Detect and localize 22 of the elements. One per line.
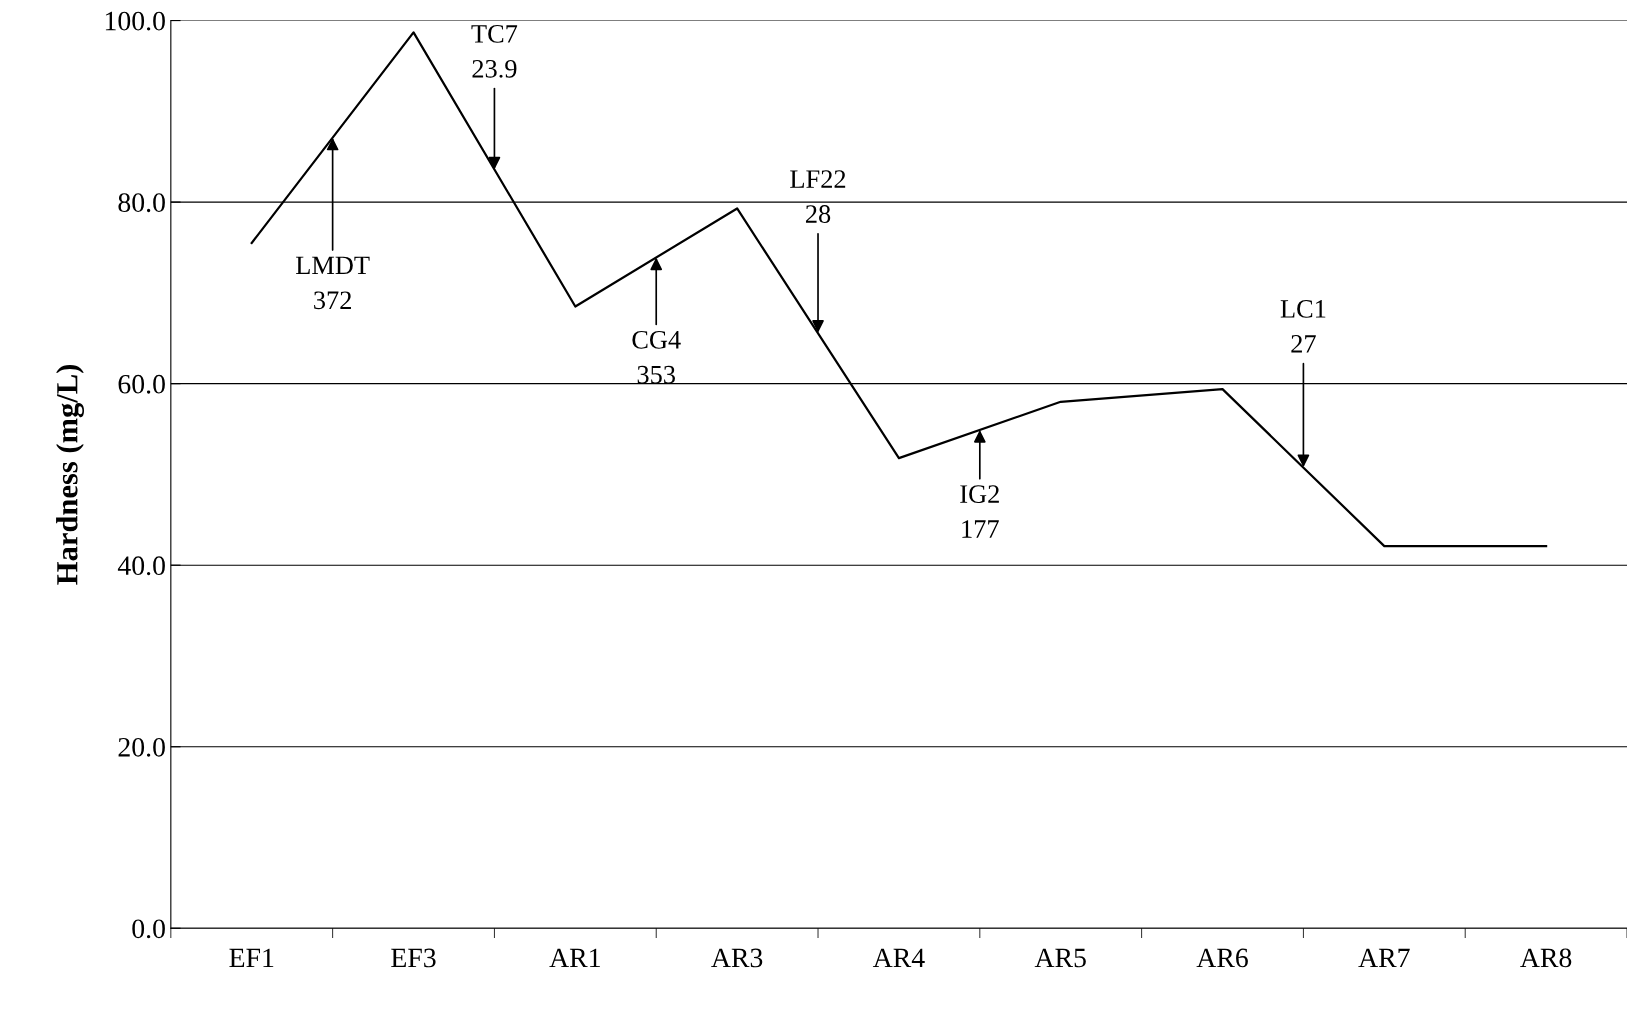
x-tick-label: EF3 — [391, 948, 436, 968]
annotation: LMDT 372 — [296, 256, 370, 310]
x-tick-label: AR1 — [549, 948, 600, 967]
y-tick-label: 100.0 — [105, 11, 165, 31]
x-tick-label: AR4 — [872, 948, 925, 967]
annotation: LF22 28 — [790, 170, 846, 223]
x-tick-label: AR8 — [1520, 948, 1572, 968]
y-tick-label: 80.0 — [118, 193, 165, 213]
annotation: TC7 23.9 — [471, 25, 518, 78]
x-tick-label: AR6 — [1196, 948, 1248, 968]
y-tick-label: 40.0 — [117, 556, 165, 576]
annotation: IG2 177 — [960, 485, 999, 538]
annotation: CG4 353 — [632, 330, 681, 384]
x-tick-label: AR7 — [1358, 948, 1410, 967]
y-axis-title: Hardness (mg/L) — [56, 365, 85, 585]
annotation: LC1 27 — [1280, 300, 1326, 353]
x-tick-label: AR3 — [711, 948, 763, 968]
y-tick-label: 0.0 — [132, 919, 165, 939]
x-tick-label: EF1 — [229, 948, 274, 967]
y-tick-label: 60.0 — [118, 374, 165, 394]
x-tick-label: AR5 — [1034, 948, 1086, 968]
y-tick-label: 20.0 — [118, 737, 165, 757]
